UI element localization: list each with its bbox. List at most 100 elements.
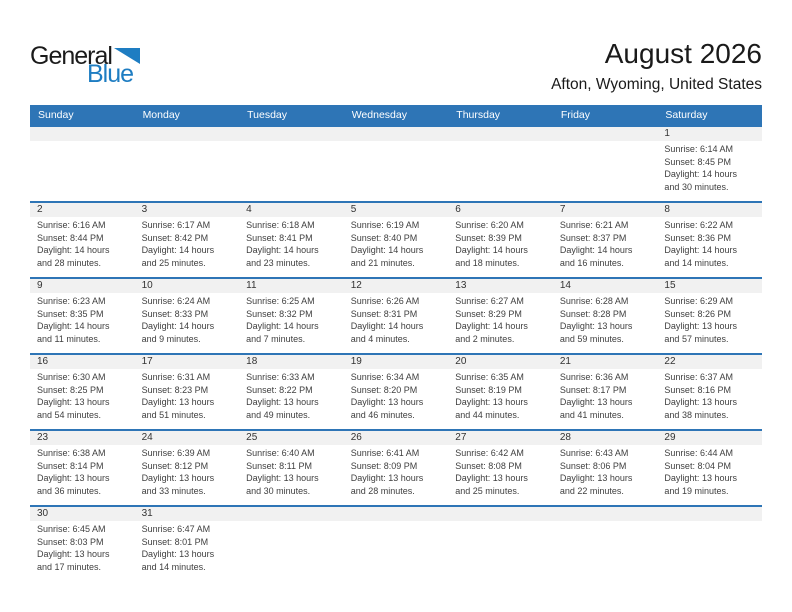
logo-text-blue: Blue (87, 60, 134, 88)
logo-pennant-icon (113, 48, 140, 64)
day-details-cell: Sunrise: 6:19 AM Sunset: 8:40 PM Daylight:… (344, 217, 449, 277)
day-detail-line: Sunrise: 6:19 AM (350, 220, 420, 230)
day-detail-line: Daylight: 14 hours (141, 245, 215, 256)
day-number: 27 (455, 432, 467, 443)
day-number: 14 (559, 280, 571, 291)
day-detail-line: Sunrise: 6:20 AM (455, 220, 524, 230)
day-detail-line: Sunset: 8:03 PM (37, 536, 104, 547)
day-number: 8 (664, 204, 670, 215)
day-detail-line: and 25 minutes. (141, 257, 206, 268)
day-detail-line: and 9 minutes. (141, 333, 201, 344)
day-detail-line: and 59 minutes. (559, 333, 624, 344)
day-detail-line: and 16 minutes. (559, 257, 624, 268)
day-detail-line: Sunset: 8:23 PM (141, 384, 209, 395)
day-details-cell: Sunrise: 6:27 AM Sunset: 8:29 PM Daylight:… (448, 293, 553, 353)
day-detail-line: and 22 minutes. (559, 485, 624, 496)
day-detail-line: Daylight: 14 hours (37, 321, 110, 332)
title-block: August 2026 Afton, Wyoming, United State… (551, 38, 762, 94)
day-details-cell: Sunrise: 6:16 AM Sunset: 8:44 PM Daylight:… (30, 217, 135, 277)
day-details-cell: Sunrise: 6:38 AM Sunset: 8:14 PM Daylight:… (30, 445, 135, 505)
day-number: 23 (37, 432, 49, 443)
day-detail-line: and 54 minutes. (37, 409, 102, 420)
day-detail-line: Sunrise: 6:16 AM (37, 220, 106, 230)
empty-details-cell (448, 141, 553, 201)
day-number: 18 (246, 356, 258, 367)
day-detail-line: Daylight: 14 hours (246, 321, 319, 332)
day-number: 19 (350, 356, 362, 367)
day-detail-line: Sunrise: 6:21 AM (559, 220, 629, 230)
day-detail-line: Sunset: 8:09 PM (350, 460, 418, 471)
day-detail-line: Daylight: 14 hours (350, 321, 424, 332)
day-detail-line: Daylight: 13 hours (246, 473, 319, 484)
page-subtitle: Afton, Wyoming, United States (551, 76, 762, 94)
day-detail-line: Sunrise: 6:29 AM (664, 296, 733, 306)
day-detail-line: Sunrise: 6:28 AM (559, 296, 629, 306)
day-details-cell: Sunrise: 6:33 AM Sunset: 8:22 PM Daylight:… (239, 369, 344, 429)
day-detail-line: Sunrise: 6:39 AM (141, 448, 211, 458)
empty-details-cell (448, 521, 553, 581)
day-detail-line: Daylight: 13 hours (350, 473, 424, 484)
day-detail-line: Sunset: 8:39 PM (455, 232, 522, 243)
day-details-cell: Sunrise: 6:31 AM Sunset: 8:23 PM Daylight:… (135, 369, 240, 429)
empty-date-cell (135, 127, 240, 141)
day-detail-line: Sunset: 8:35 PM (37, 308, 104, 319)
day-details-cell: Sunrise: 6:30 AM Sunset: 8:25 PM Daylight:… (30, 369, 135, 429)
weekday-header-tuesday: Tuesday (247, 109, 288, 121)
day-details-cell: Sunrise: 6:36 AM Sunset: 8:17 PM Daylight:… (553, 369, 658, 429)
day-detail-line: and 51 minutes. (141, 409, 206, 420)
day-details-cell: Sunrise: 6:18 AM Sunset: 8:41 PM Daylight:… (239, 217, 344, 277)
weekday-header-thursday: Thursday (456, 109, 501, 121)
day-detail-line: Daylight: 14 hours (664, 169, 737, 180)
day-detail-line: and 21 minutes. (350, 257, 415, 268)
day-details-cell: Sunrise: 6:43 AM Sunset: 8:06 PM Daylight:… (553, 445, 658, 505)
day-detail-line: Daylight: 13 hours (559, 321, 633, 332)
day-detail-line: and 17 minutes. (37, 561, 102, 572)
day-details-cell: Sunrise: 6:14 AM Sunset: 8:45 PM Daylight:… (657, 141, 762, 201)
day-detail-line: Sunset: 8:22 PM (246, 384, 313, 395)
day-detail-line: and 28 minutes. (350, 485, 415, 496)
day-number: 3 (141, 204, 148, 215)
day-detail-line: Daylight: 14 hours (141, 321, 215, 332)
day-detail-line: Sunrise: 6:30 AM (37, 372, 106, 382)
day-detail-line: Sunset: 8:08 PM (455, 460, 522, 471)
calendar: Sunday Monday Tuesday Wednesday Thursday… (30, 105, 762, 581)
day-detail-line: Sunrise: 6:38 AM (37, 448, 106, 458)
day-number: 24 (141, 432, 153, 443)
day-detail-line: and 30 minutes. (664, 181, 729, 192)
day-detail-line: Daylight: 14 hours (350, 245, 424, 256)
day-detail-line: Sunrise: 6:45 AM (37, 524, 106, 534)
day-detail-line: Sunrise: 6:44 AM (664, 448, 733, 458)
day-detail-line: Sunrise: 6:27 AM (455, 296, 524, 306)
day-number: 29 (664, 432, 676, 443)
day-detail-line: and 25 minutes. (455, 485, 520, 496)
day-detail-line: Daylight: 14 hours (664, 245, 737, 256)
day-detail-line: and 18 minutes. (455, 257, 520, 268)
weekday-header-row: Sunday Monday Tuesday Wednesday Thursday… (30, 105, 762, 125)
day-details-cell: Sunrise: 6:44 AM Sunset: 8:04 PM Daylight:… (657, 445, 762, 505)
day-detail-line: Sunset: 8:32 PM (246, 308, 313, 319)
day-detail-line: Daylight: 14 hours (246, 245, 319, 256)
day-detail-line: Daylight: 14 hours (455, 321, 528, 332)
day-details-cell: Sunrise: 6:39 AM Sunset: 8:12 PM Daylight:… (135, 445, 240, 505)
calendar-week-row: 23 24 25 26 27 28 29 Sunrise: 6:38 AM Sunset: 8:… (30, 429, 762, 505)
day-detail-line: Sunset: 8:04 PM (664, 460, 731, 471)
day-details-cell: Sunrise: 6:37 AM Sunset: 8:16 PM Daylight:… (657, 369, 762, 429)
week-date-band: 9 10 11 12 13 14 15 (30, 279, 762, 293)
day-detail-line: Daylight: 13 hours (246, 397, 319, 408)
day-detail-line: and 4 minutes. (350, 333, 410, 344)
day-number: 2 (37, 204, 43, 215)
day-detail-line: Sunrise: 6:42 AM (455, 448, 524, 458)
day-number: 6 (455, 204, 461, 215)
day-detail-line: Sunset: 8:19 PM (455, 384, 522, 395)
day-number: 9 (37, 280, 43, 291)
day-detail-line: Sunset: 8:44 PM (37, 232, 104, 243)
day-details-cell: Sunrise: 6:17 AM Sunset: 8:42 PM Daylight:… (135, 217, 240, 277)
day-detail-line: and 19 minutes. (664, 485, 729, 496)
day-detail-line: Sunset: 8:17 PM (559, 384, 627, 395)
day-number: 10 (141, 280, 153, 291)
day-number: 21 (559, 356, 571, 367)
empty-date-cell (239, 127, 344, 141)
day-detail-line: Daylight: 13 hours (37, 473, 110, 484)
calendar-week-row: 1 Sunrise: 6:14 AM Sunset: 8:45 PM Daylight… (30, 125, 762, 201)
